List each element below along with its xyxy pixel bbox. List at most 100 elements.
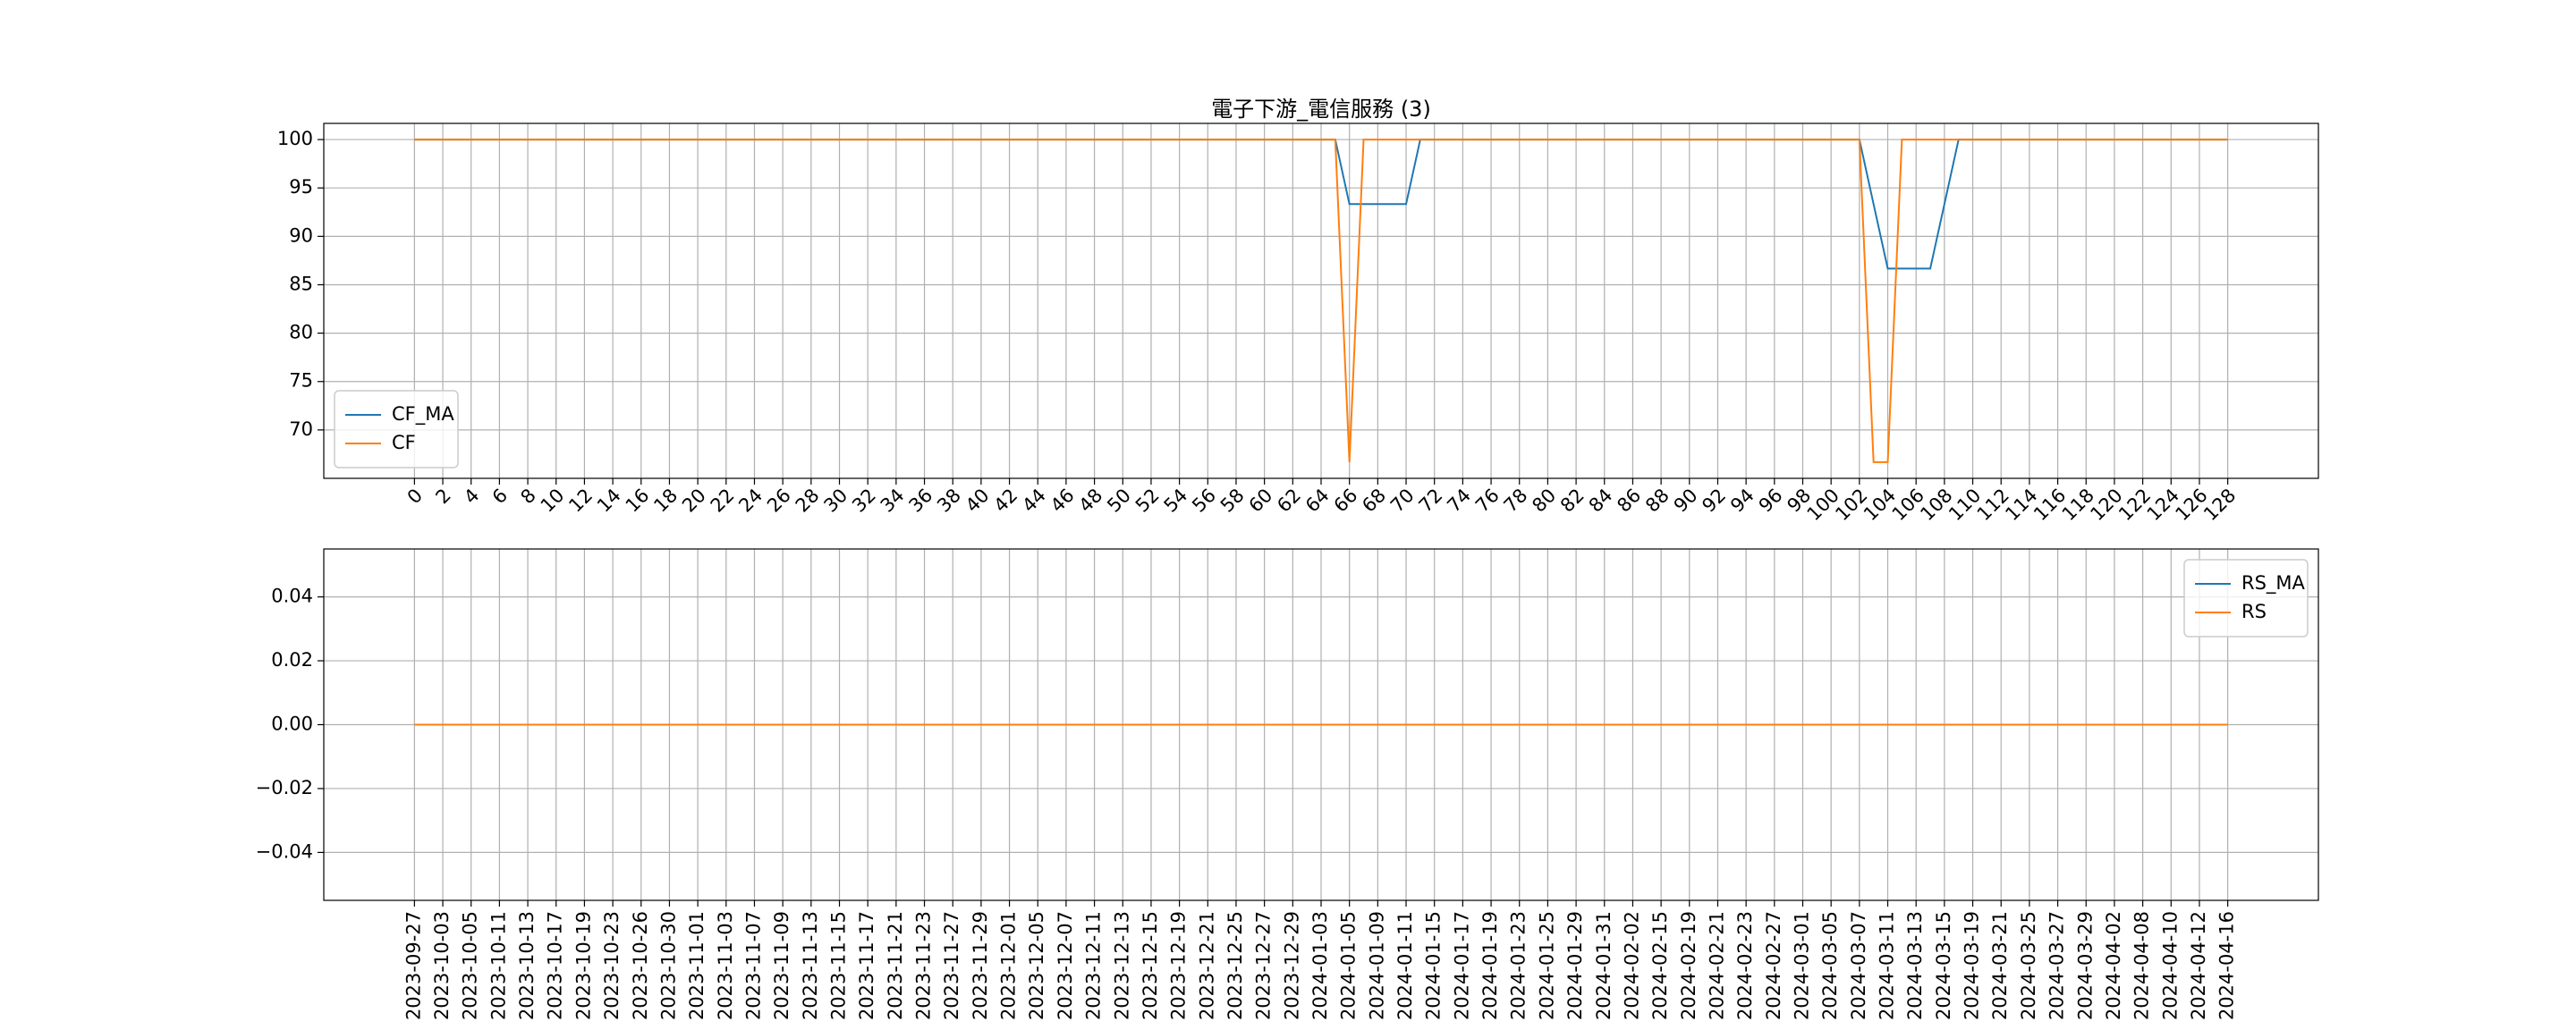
x-tick-label: 2024-04-08: [2131, 911, 2153, 1020]
x-tick-label: 90: [1670, 485, 1702, 517]
x-tick-label: 2024-01-31: [1593, 911, 1614, 1020]
x-tick-label: 2024-01-05: [1338, 911, 1360, 1020]
x-tick-label: 24: [734, 485, 767, 517]
x-tick-label: 2024-03-15: [1933, 911, 1954, 1020]
x-tick-label: 2024-03-05: [1819, 911, 1841, 1020]
x-tick-label: 2023-11-23: [913, 911, 935, 1020]
x-tick-label: 128: [2199, 485, 2240, 525]
x-tick-label: 10: [537, 485, 569, 517]
x-tick-label: 52: [1131, 485, 1164, 517]
x-tick-label: 50: [1103, 485, 1135, 517]
x-tick-label: 2023-11-29: [970, 911, 991, 1020]
y-tick-label: 80: [289, 322, 313, 343]
legend-label: CF: [392, 432, 416, 453]
legend-box: [2183, 559, 2309, 637]
chart-title: 電子下游_電信服務 (3): [1211, 97, 1431, 122]
x-tick-label: 2023-12-05: [1026, 911, 1047, 1020]
y-tick-label: 75: [289, 370, 313, 392]
y-tick-label: 85: [289, 273, 313, 294]
x-tick-label: 2024-01-23: [1508, 911, 1530, 1020]
legend-box: [334, 390, 459, 469]
series-line: [414, 139, 2228, 463]
x-tick-label: 2024-03-11: [1877, 911, 1898, 1020]
x-tick-label: 44: [1018, 485, 1050, 517]
x-tick-label: 2023-11-27: [941, 911, 962, 1020]
x-tick-label: 2023-10-23: [601, 911, 623, 1020]
x-tick-label: 2024-03-29: [2074, 911, 2096, 1020]
x-tick-label: 78: [1500, 485, 1532, 517]
legend-label: RS: [2241, 601, 2267, 622]
x-tick-label: 2023-11-09: [771, 911, 792, 1020]
x-tick-label: 80: [1528, 485, 1560, 517]
x-tick-label: 2023-09-27: [402, 911, 424, 1020]
x-tick-label: 2023-11-03: [715, 911, 736, 1020]
x-tick-label: 2023-12-27: [1253, 911, 1275, 1020]
y-tick-label: 0.00: [271, 713, 313, 735]
x-tick-label: 2024-01-03: [1309, 911, 1331, 1020]
x-tick-label: 2024-03-21: [1989, 911, 2011, 1020]
x-tick-label: 2023-12-13: [1111, 911, 1132, 1020]
x-tick-label: 82: [1556, 485, 1589, 517]
x-tick-label: 2023-12-21: [1196, 911, 1217, 1020]
x-tick-label: 2023-12-25: [1224, 911, 1246, 1020]
x-tick-label: 2024-01-15: [1423, 911, 1445, 1020]
x-tick-label: 26: [763, 485, 795, 517]
x-tick-label: 92: [1698, 485, 1730, 517]
x-tick-label: 2024-01-17: [1451, 911, 1472, 1020]
x-tick-label: 56: [1188, 485, 1220, 517]
x-tick-label: 2023-10-30: [657, 911, 679, 1020]
x-tick-label: 2023-12-19: [1168, 911, 1190, 1020]
x-tick-label: 22: [707, 485, 739, 517]
x-tick-label: 40: [962, 485, 994, 517]
legend-label: RS_MA: [2241, 572, 2306, 595]
x-tick-label: 2023-10-13: [516, 911, 538, 1020]
x-tick-label: 64: [1301, 485, 1334, 517]
x-tick-label: 2023-10-19: [572, 911, 594, 1020]
x-tick-label: 66: [1330, 485, 1362, 517]
x-tick-label: 2023-11-21: [885, 911, 906, 1020]
x-tick-label: 36: [904, 485, 936, 517]
x-tick-label: 2024-01-19: [1479, 911, 1501, 1020]
x-tick-label: 2024-02-15: [1649, 911, 1671, 1020]
x-tick-label: 8: [516, 485, 539, 508]
x-tick-label: 48: [1074, 485, 1106, 517]
x-tick-label: 32: [848, 485, 880, 517]
x-tick-label: 2024-03-19: [1962, 911, 1983, 1020]
y-tick-label: −0.04: [256, 840, 313, 862]
y-tick-label: 90: [289, 224, 313, 246]
x-tick-label: 2023-12-01: [998, 911, 1020, 1020]
x-tick-label: 2023-12-07: [1055, 911, 1076, 1020]
x-tick-label: 72: [1415, 485, 1447, 517]
x-tick-label: 20: [678, 485, 710, 517]
y-tick-label: 100: [277, 128, 313, 149]
x-tick-label: 2023-11-01: [686, 911, 708, 1020]
x-tick-label: 2023-10-05: [460, 911, 481, 1020]
x-tick-label: 34: [877, 485, 909, 517]
x-tick-label: 2023-10-26: [630, 911, 651, 1020]
x-tick-label: 62: [1273, 485, 1305, 517]
x-tick-label: 2023-10-11: [487, 911, 509, 1020]
y-tick-label: 70: [289, 418, 313, 440]
x-tick-label: 28: [792, 485, 824, 517]
x-tick-label: 2023-10-17: [545, 911, 566, 1020]
x-tick-label: 70: [1386, 485, 1419, 517]
x-tick-label: 96: [1755, 485, 1787, 517]
x-tick-label: 46: [1046, 485, 1079, 517]
x-tick-label: 16: [622, 485, 654, 517]
x-tick-label: 2023-11-13: [800, 911, 821, 1020]
x-tick-label: 68: [1358, 485, 1390, 517]
x-tick-label: 2024-02-21: [1706, 911, 1727, 1020]
axes-frame: [323, 548, 2319, 901]
x-tick-label: 2024-01-25: [1536, 911, 1557, 1020]
x-tick-label: 86: [1613, 485, 1645, 517]
x-tick-label: 30: [819, 485, 852, 517]
x-tick-label: 74: [1443, 485, 1475, 517]
y-tick-label: 0.04: [271, 586, 313, 607]
x-tick-label: 2023-12-29: [1281, 911, 1302, 1020]
x-tick-label: 88: [1641, 485, 1674, 517]
x-tick-label: 2024-03-25: [2018, 911, 2039, 1020]
x-tick-label: 6: [488, 485, 512, 508]
x-tick-label: 58: [1216, 485, 1249, 517]
x-tick-label: 84: [1585, 485, 1617, 517]
